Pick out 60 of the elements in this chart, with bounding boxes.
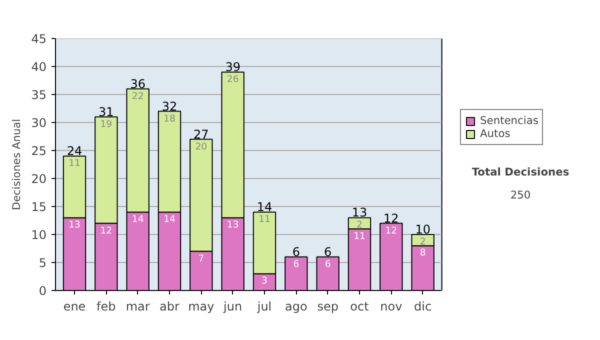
data-label: 7 bbox=[198, 253, 204, 264]
legend-label: Sentencias bbox=[480, 114, 538, 127]
x-tick-label: feb bbox=[96, 300, 116, 314]
x-tick-label: jun bbox=[222, 300, 242, 314]
y-tick-label: 45 bbox=[31, 32, 47, 46]
total-label: 10 bbox=[415, 222, 430, 236]
total-label: 39 bbox=[225, 60, 240, 74]
x-tick-label: ene bbox=[63, 300, 86, 314]
total-label: 36 bbox=[130, 76, 146, 91]
x-tick-label: sep bbox=[317, 300, 338, 314]
x-tick-label: ago bbox=[285, 300, 308, 314]
total-label: 6 bbox=[324, 244, 332, 259]
y-tick-label: 5 bbox=[38, 256, 47, 270]
y-tick-label: 0 bbox=[38, 284, 47, 298]
y-tick-label: 30 bbox=[31, 116, 47, 130]
data-label: 12 bbox=[385, 225, 398, 236]
x-tick-label: mar bbox=[126, 300, 150, 314]
y-tick-label: 25 bbox=[31, 144, 47, 158]
data-label: 14 bbox=[164, 214, 176, 226]
x-tick-label: dic bbox=[414, 300, 432, 314]
total-label: 6 bbox=[292, 244, 300, 259]
y-tick-label: 35 bbox=[31, 88, 47, 102]
data-label: 6 bbox=[293, 258, 300, 270]
data-label: 11 bbox=[258, 214, 270, 226]
y-axis-title: Decisiones Anual bbox=[10, 118, 24, 210]
x-tick-label: oct bbox=[350, 300, 370, 314]
total-label: 14 bbox=[256, 200, 272, 214]
data-label: 3 bbox=[262, 276, 268, 287]
data-label: 20 bbox=[195, 141, 208, 152]
x-tick-label: may bbox=[188, 300, 214, 314]
total-label: 13 bbox=[352, 206, 368, 220]
y-tick-label: 10 bbox=[31, 228, 47, 242]
data-label: 2 bbox=[420, 236, 426, 248]
x-tick-label: nov bbox=[380, 300, 402, 314]
data-label: 11 bbox=[354, 230, 366, 242]
data-label: 14 bbox=[132, 214, 144, 226]
total-label: 24 bbox=[66, 144, 82, 158]
x-tick-label: abr bbox=[160, 300, 180, 314]
total-label: 31 bbox=[98, 104, 114, 119]
y-tick-label: 40 bbox=[31, 60, 47, 74]
data-label: 13 bbox=[68, 220, 80, 231]
text: Total Decisiones bbox=[472, 166, 570, 178]
x-tick-label: jul bbox=[256, 300, 272, 314]
data-label: 13 bbox=[226, 220, 239, 231]
text: 250 bbox=[510, 188, 531, 202]
data-label: 18 bbox=[164, 113, 176, 124]
y-tick-label: 20 bbox=[31, 172, 47, 186]
data-label: 8 bbox=[420, 248, 426, 259]
legend-label: Autos bbox=[480, 127, 510, 140]
total-label: 12 bbox=[384, 211, 399, 226]
y-tick-label: 15 bbox=[31, 200, 47, 214]
data-label: 12 bbox=[100, 225, 112, 236]
data-label: 11 bbox=[68, 158, 80, 170]
data-label: 6 bbox=[324, 258, 331, 270]
total-label: 27 bbox=[194, 127, 209, 142]
total-label: 32 bbox=[162, 99, 178, 114]
data-label: 19 bbox=[100, 118, 112, 130]
data-label: 26 bbox=[226, 74, 239, 86]
data-label: 2 bbox=[356, 220, 362, 231]
data-label: 22 bbox=[132, 90, 144, 102]
